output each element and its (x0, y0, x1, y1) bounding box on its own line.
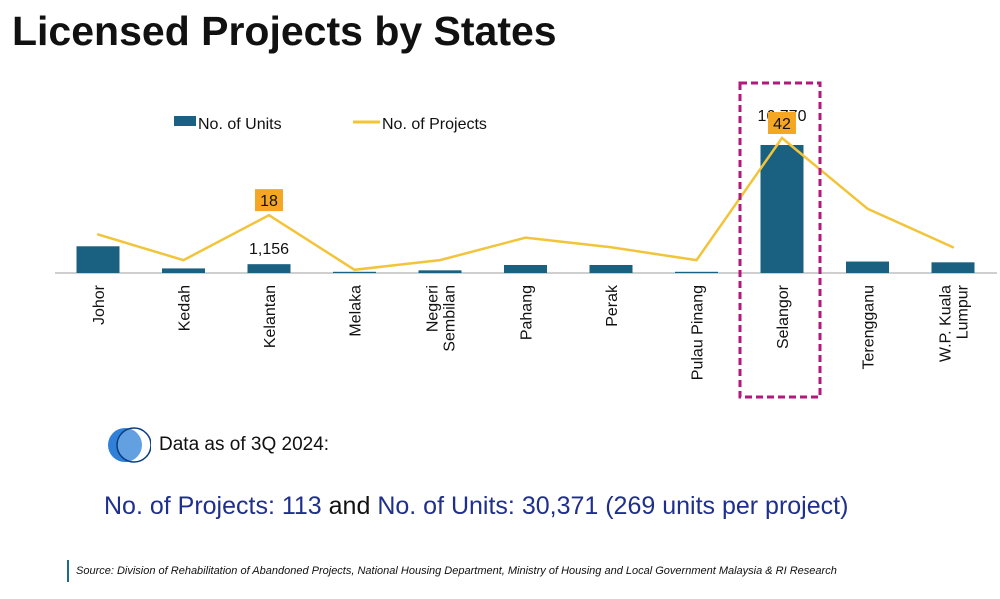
x-tick-kelantan: Kelantan (262, 285, 279, 348)
summary-line: No. of Projects: 113 and No. of Units: 3… (104, 492, 848, 521)
x-tick-negeri-sembilan: NegeriSembilan (425, 285, 459, 352)
bar-pulau-pinang (675, 271, 718, 273)
x-tick-w-p-kuala-lumpur: W.P. KualaLumpur (938, 284, 972, 362)
bar-kedah (162, 268, 205, 273)
bar-perak (589, 264, 633, 273)
projects-label-box-selangor (768, 112, 796, 134)
projects-point-kedah (182, 258, 185, 262)
x-tick-melaka: Melaka (348, 285, 365, 337)
bar-johor (76, 246, 120, 273)
x-tick-johor: Johor (91, 284, 108, 325)
projects-label-selangor: 42 (773, 116, 791, 133)
summary-projects: No. of Projects: 113 (104, 492, 322, 520)
projects-label-box-kelantan (255, 189, 283, 212)
projects-point-kelantan (267, 213, 271, 217)
selangor-highlight-box (738, 81, 822, 399)
projects-series-line (97, 136, 954, 272)
data-as-of-text: Data as of 3Q 2024: (159, 434, 330, 455)
bar-pahang (504, 264, 547, 273)
bar-w-p-kuala-lumpur (931, 262, 975, 273)
legend-swatch-units (174, 116, 196, 126)
source-note: Source: Division of Rehabilitation of Ab… (67, 560, 837, 582)
projects-point-w-p-kuala-lumpur (951, 246, 955, 249)
projects-point-perak (609, 246, 613, 249)
bar-kelantan (247, 264, 291, 273)
projects-point-melaka (353, 268, 356, 271)
page-title: Licensed Projects by States (12, 8, 557, 54)
bar-negeri-sembilan (418, 270, 462, 273)
data-note: Data as of 3Q 2024: (107, 425, 329, 465)
projects-point-johor (96, 233, 100, 236)
chart-legend: No. of Units No. of Projects (174, 116, 487, 133)
x-tick-perak: Perak (604, 284, 621, 327)
units-label-kelantan: 1,156 (249, 241, 289, 258)
bar-selangor (760, 145, 804, 273)
bar-melaka (333, 271, 376, 273)
legend-label-units: No. of Units (198, 116, 282, 133)
overlapping-circles-icon (107, 425, 152, 465)
x-tick-terengganu: Terengganu (861, 285, 878, 370)
summary-units: No. of Units: 30,371 (269 units per proj… (377, 492, 849, 520)
projects-point-selangor (780, 136, 784, 140)
projects-label-kelantan: 18 (260, 193, 278, 210)
projects-point-negeri-sembilan (438, 258, 442, 262)
projects-point-terengganu (866, 207, 869, 210)
licensed-projects-chart: No. of Units No. of Projects 1,1561816,7… (55, 81, 997, 399)
summary-and: and (328, 492, 371, 520)
projects-point-pulau-pinang (695, 258, 698, 262)
x-tick-kedah: Kedah (177, 285, 194, 331)
x-tick-pulau-pinang: Pulau Pinang (690, 285, 707, 380)
x-tick-selangor: Selangor (775, 284, 792, 349)
x-tick-pahang: Pahang (519, 285, 536, 340)
legend-label-projects: No. of Projects (382, 116, 487, 133)
bar-terengganu (846, 261, 889, 273)
projects-point-pahang (524, 236, 527, 239)
